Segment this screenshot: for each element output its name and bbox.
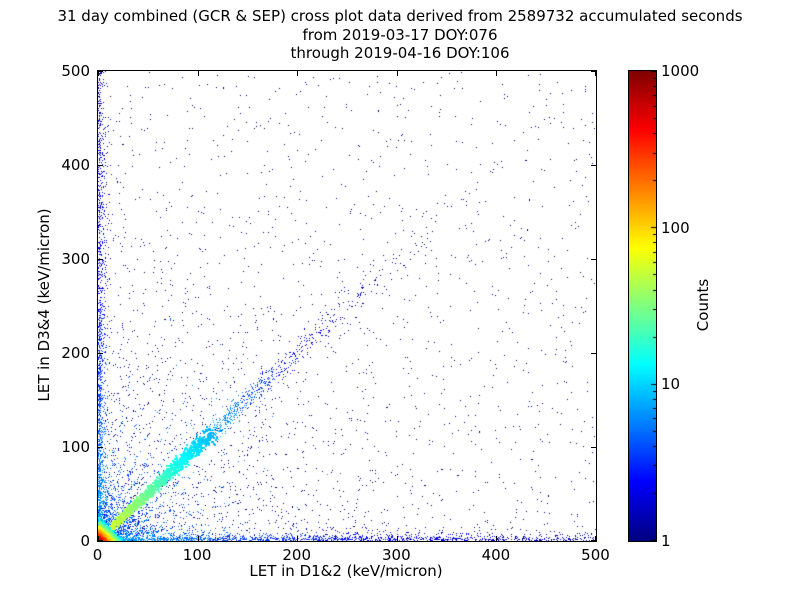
- colorbar-tick-label: 10: [661, 375, 681, 394]
- x-tick-label: 100: [182, 546, 212, 564]
- x-axis-label: LET in D1&2 (keV/micron): [249, 562, 443, 580]
- colorbar: [628, 70, 657, 542]
- axis-tick: [98, 353, 103, 354]
- axis-tick: [397, 536, 398, 541]
- axis-tick: [591, 259, 596, 260]
- axis-tick: [98, 71, 103, 72]
- colorbar-tick-label: 1000: [661, 62, 700, 80]
- y-tick-label: 0: [80, 532, 90, 550]
- axis-tick: [98, 71, 99, 76]
- axis-tick: [297, 536, 298, 541]
- x-tick-label: 500: [581, 546, 610, 564]
- y-tick-label: 400: [61, 156, 90, 174]
- axis-tick: [591, 353, 596, 354]
- axis-tick: [98, 536, 99, 541]
- y-tick-label: 500: [61, 62, 90, 80]
- x-tick-label: 200: [282, 546, 312, 564]
- axis-tick: [591, 71, 596, 72]
- axis-tick: [98, 540, 103, 541]
- colorbar-tick-label: 100: [661, 218, 690, 237]
- axis-tick: [198, 71, 199, 76]
- axis-tick: [591, 540, 596, 541]
- colorbar-gradient-canvas: [629, 71, 656, 541]
- chart-subtitle-through: through 2019-04-16 DOY:106: [290, 44, 510, 62]
- y-tick-label: 100: [61, 438, 90, 456]
- x-tick-label: 300: [381, 546, 411, 564]
- axis-tick: [591, 165, 596, 166]
- chart-title: 31 day combined (GCR & SEP) cross plot d…: [57, 7, 743, 25]
- colorbar-label: Counts: [694, 278, 712, 332]
- colorbar-tick-label: 1: [661, 532, 671, 550]
- y-axis-label: LET in D3&4 (keV/micron): [35, 208, 53, 402]
- y-tick-label: 300: [61, 250, 90, 268]
- axis-tick: [198, 536, 199, 541]
- axis-tick: [297, 71, 298, 76]
- axis-tick: [98, 447, 103, 448]
- axis-tick: [496, 536, 497, 541]
- axis-tick: [496, 71, 497, 76]
- y-tick-label: 200: [61, 344, 90, 362]
- scatter-density-canvas: [98, 71, 596, 541]
- axis-tick: [98, 165, 103, 166]
- x-tick-label: 400: [481, 546, 511, 564]
- axis-tick: [98, 259, 103, 260]
- chart-subtitle-from: from 2019-03-17 DOY:076: [302, 26, 498, 44]
- x-tick-label: 0: [92, 546, 103, 564]
- axis-tick: [595, 536, 596, 541]
- axis-tick: [591, 447, 596, 448]
- axis-tick: [595, 71, 596, 76]
- plot-area: [97, 70, 597, 542]
- axis-tick: [397, 71, 398, 76]
